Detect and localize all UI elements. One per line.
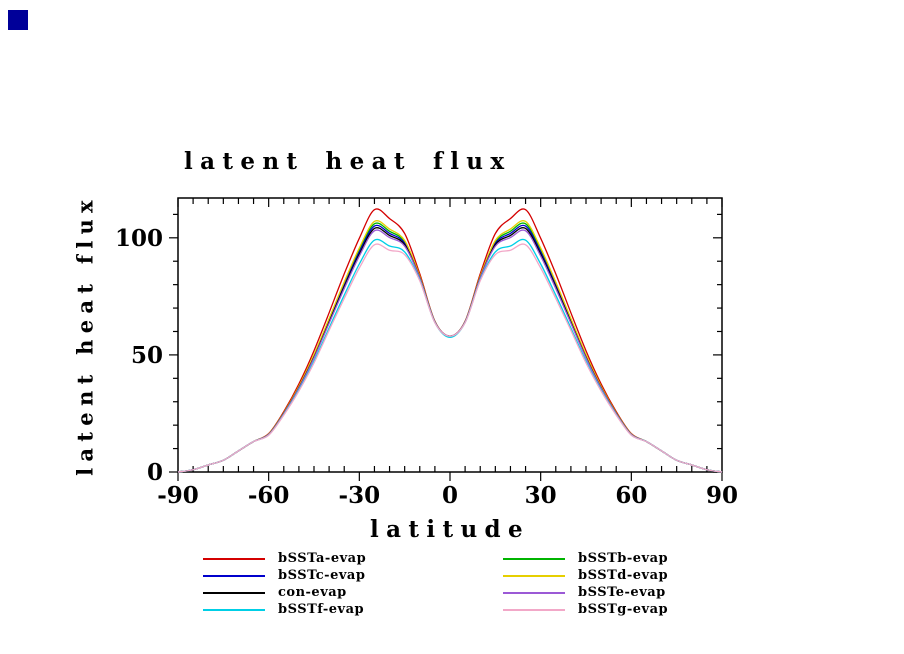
series-line-con-evap <box>177 227 723 473</box>
legend-swatch-line <box>503 574 565 577</box>
series-line-bSSTb-evap <box>177 222 723 473</box>
y-tick-label: 100 <box>115 225 163 252</box>
x-tick-label: -90 <box>157 482 199 509</box>
legend-swatch-line <box>503 608 565 611</box>
legend-label: bSSTg-evap <box>578 602 669 617</box>
x-axis-label: latitude <box>370 516 530 543</box>
legend-column: bSSTa-evap bSSTc-evap con-evap bSSTf-evap <box>203 551 367 620</box>
y-tick-label: 0 <box>147 459 163 486</box>
legend-item: bSSTf-evap <box>203 602 366 617</box>
legend-label: bSSTe-evap <box>578 585 666 600</box>
x-tick-label: 0 <box>442 482 458 509</box>
x-tick-label: 90 <box>706 482 738 509</box>
legend-item: bSSTd-evap <box>503 568 669 583</box>
x-tick-label: -60 <box>248 482 290 509</box>
series-line-bSSTf-evap <box>177 238 723 473</box>
legend-swatch-line <box>203 574 265 577</box>
legend-label: bSSTd-evap <box>578 568 669 583</box>
legend-item: bSSTe-evap <box>503 585 668 600</box>
series-line-bSSTd-evap <box>177 220 723 473</box>
legend-swatch-line <box>503 591 565 594</box>
series-line-bSSTc-evap <box>177 224 723 473</box>
legend-item: bSSTb-evap <box>503 551 669 566</box>
x-tick-label: 60 <box>615 482 647 509</box>
y-tick-label: 50 <box>131 342 163 369</box>
x-tick-label: -30 <box>339 482 381 509</box>
legend-label: bSSTa-evap <box>278 551 367 566</box>
series-line-bSSTa-evap <box>177 208 723 473</box>
chart-title: latent heat flux <box>184 148 512 175</box>
legend-item: bSSTg-evap <box>503 602 669 617</box>
legend-label: con-evap <box>278 585 347 600</box>
legend-item: bSSTc-evap <box>203 568 366 583</box>
series-line-bSSTg-evap <box>177 243 723 473</box>
axes-frame <box>177 197 723 473</box>
legend-label: bSSTc-evap <box>278 568 366 583</box>
series-line-bSSTe-evap <box>177 229 723 473</box>
corner-decoration <box>8 10 28 30</box>
legend-swatch-line <box>203 591 265 594</box>
legend-column: bSSTb-evap bSSTd-evap bSSTe-evap bSSTg-evap <box>503 551 669 620</box>
legend-item: bSSTa-evap <box>203 551 367 566</box>
legend-label: bSSTf-evap <box>278 602 365 617</box>
legend-swatch-line <box>503 557 565 560</box>
legend-swatch-line <box>203 608 265 611</box>
legend-label: bSSTb-evap <box>578 551 669 566</box>
legend-item: con-evap <box>203 585 366 600</box>
legend-swatch-line <box>203 557 265 560</box>
x-tick-label: 30 <box>525 482 557 509</box>
